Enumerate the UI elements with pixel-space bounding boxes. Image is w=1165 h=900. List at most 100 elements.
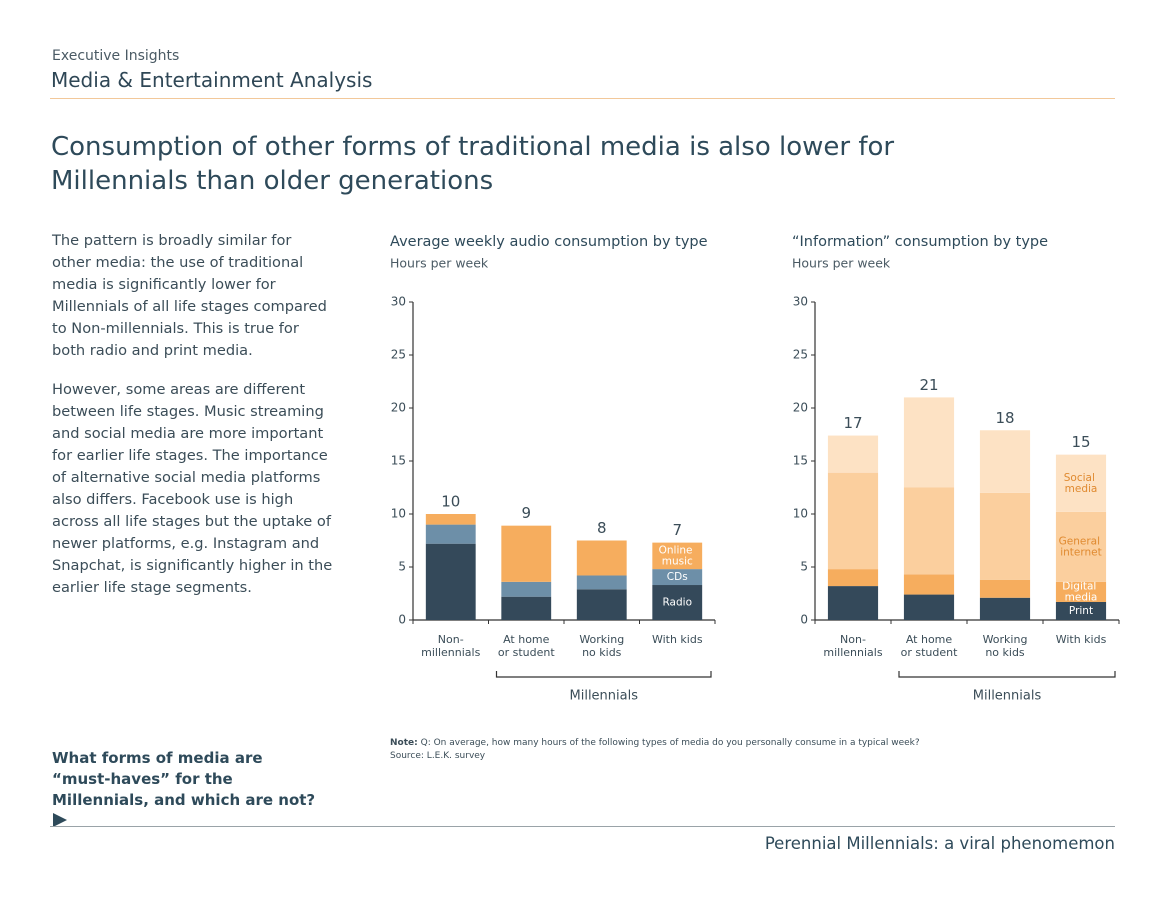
note-label: Note: (390, 738, 418, 748)
total-label: 7 (672, 521, 682, 539)
bar-segment (652, 569, 703, 586)
legend-label-line: General (1059, 535, 1104, 547)
y-tick-label: 5 (800, 560, 808, 574)
total-label: 15 (1071, 433, 1090, 451)
y-tick-label: 30 (391, 295, 406, 309)
x-tick-label: or student (498, 646, 555, 659)
bar-segment (576, 589, 627, 620)
bar-segment (827, 586, 879, 620)
legend-label: CDs (667, 571, 688, 583)
bar-segment (979, 430, 1031, 493)
group-label: Millennials (570, 689, 639, 704)
bar-segment (425, 524, 476, 544)
paragraph: However, some areas are different betwee… (52, 381, 333, 596)
page-title: Consumption of other forms of traditiona… (51, 132, 895, 196)
question-text[interactable]: What forms of media are “must-haves” for… (52, 749, 316, 809)
bar-segment (903, 487, 955, 575)
legend-label-line: music (662, 555, 693, 567)
y-tick-label: 25 (793, 348, 808, 362)
bar-segment (979, 579, 1031, 598)
bar-segment (1055, 511, 1107, 582)
note: Note: Q: On average, how many hours of t… (390, 737, 920, 763)
total-label: 17 (843, 414, 862, 432)
legend-label: Radio (662, 597, 692, 609)
bar-segment (1055, 601, 1107, 620)
x-tick-label: With kids (1056, 633, 1107, 646)
group-bracket (898, 671, 1116, 678)
chart-subtitle: Hours per week (390, 256, 489, 271)
note-text: Q: On average, how many hours of the fol… (420, 738, 920, 748)
x-tick-label: Working (983, 633, 1028, 646)
bar-segment (425, 543, 476, 620)
y-tick-label: 10 (793, 507, 808, 521)
y-tick-label: 0 (398, 613, 406, 627)
y-tick-label: 15 (793, 454, 808, 468)
bar-segment (827, 569, 879, 587)
x-tick-label: Non- (840, 633, 866, 646)
bar-segment (501, 581, 552, 597)
group-bracket (495, 671, 712, 678)
legend-label-line: media (1065, 483, 1098, 495)
legend-label: Social media (1064, 472, 1098, 495)
bar-segment (576, 540, 627, 576)
chart-title: “Information” consumption by type (792, 234, 1048, 250)
y-tick-label: 20 (391, 401, 406, 415)
x-tick-label: no kids (985, 646, 1025, 659)
paragraph: The pattern is broadly similar for other… (52, 232, 327, 359)
footer: Perennial Millennials: a viral phenomemo… (764, 834, 1115, 853)
total-label: 21 (919, 376, 938, 394)
x-tick-label: Non- (438, 633, 464, 646)
y-tick-label: 15 (391, 454, 406, 468)
bar-segment (652, 585, 703, 620)
total-label: 18 (995, 409, 1014, 427)
legend-label-line: Social (1064, 472, 1098, 484)
bar-segment (827, 472, 879, 570)
x-tick-label: At home (503, 633, 550, 646)
y-tick-label: 0 (800, 613, 808, 627)
bar-segment (501, 596, 552, 620)
rule (50, 98, 1115, 99)
x-tick-label: millennials (421, 646, 480, 659)
x-tick-label: no kids (582, 646, 622, 659)
total-label: 9 (521, 504, 531, 522)
bar-segment (979, 597, 1031, 620)
bar-segment (1055, 581, 1107, 602)
bar-segment (425, 514, 476, 525)
legend-label-line: Online (659, 544, 696, 556)
y-tick-label: 10 (391, 507, 406, 521)
y-tick-label: 5 (398, 560, 406, 574)
total-label: 10 (441, 493, 460, 511)
bar-segment (903, 574, 955, 595)
legend-label: Digital media (1062, 580, 1099, 603)
legend-label-line: Digital (1062, 580, 1099, 592)
rule (50, 826, 1115, 827)
y-tick-label: 20 (793, 401, 808, 415)
chart-title: Average weekly audio consumption by type (390, 234, 708, 250)
x-tick-label: Working (579, 633, 624, 646)
bar-segment (827, 435, 879, 473)
group-label: Millennials (973, 689, 1042, 704)
legend-label: General internet (1059, 535, 1104, 558)
total-label: 8 (597, 519, 607, 537)
bar-segment (903, 594, 955, 620)
kicker: Executive Insights (52, 48, 180, 64)
y-tick-label: 30 (793, 295, 808, 309)
arrow-icon (53, 813, 67, 827)
legend-label-line: media (1065, 591, 1098, 603)
x-tick-label: millennials (823, 646, 882, 659)
bar-segment (576, 575, 627, 590)
chart-subtitle: Hours per week (792, 256, 891, 271)
y-tick-label: 25 (391, 348, 406, 362)
question-link[interactable]: What forms of media are “must-haves” for… (52, 748, 322, 832)
x-tick-label: At home (906, 633, 953, 646)
bar-segment (501, 525, 552, 582)
bar-segment (979, 492, 1031, 580)
bar-segment (903, 397, 955, 488)
legend-label-line: internet (1060, 546, 1102, 558)
bar-segment (1055, 454, 1107, 512)
bar-segment (652, 542, 703, 570)
legend-label: Online music (659, 544, 696, 567)
x-tick-label: With kids (652, 633, 703, 646)
